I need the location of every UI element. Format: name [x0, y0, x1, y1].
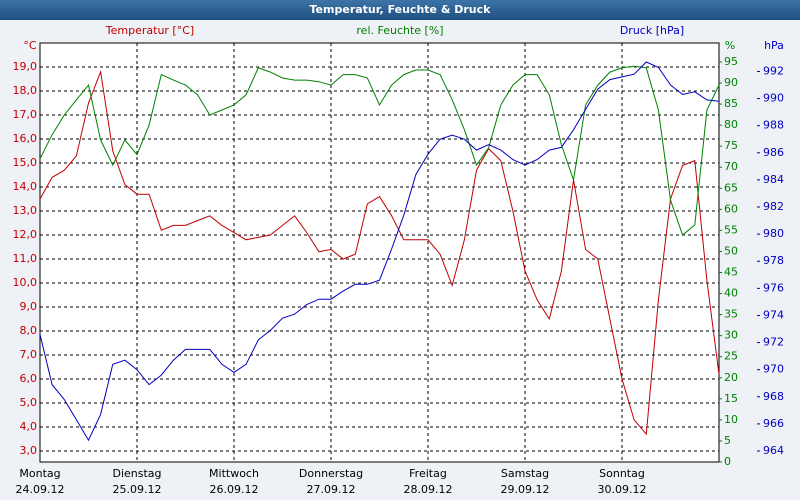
- y-tick-label: 6,0: [20, 372, 38, 385]
- y2-tick-label: 35: [724, 308, 738, 321]
- y2-axis-unit: %: [725, 39, 735, 52]
- x-tick-label: Samstag: [501, 467, 549, 480]
- y2-tick-label: 95: [724, 55, 738, 68]
- y3-axis-unit: hPa: [764, 39, 784, 52]
- y-tick-label: 18,0: [13, 84, 38, 97]
- y2-tick-label: 60: [724, 202, 738, 215]
- y-tick-label: 7,0: [20, 348, 38, 361]
- y3-tick-label: 980: [763, 227, 784, 240]
- y2-tick-label: 45: [724, 266, 738, 279]
- y3-tick-label: 968: [763, 390, 784, 403]
- x-tick-date: 25.09.12: [113, 483, 162, 496]
- y2-tick-label: 5: [724, 434, 731, 447]
- y3-tick-label: 988: [763, 119, 784, 132]
- y2-tick-label: 70: [724, 160, 738, 173]
- title-bar: [0, 0, 800, 20]
- y2-tick-label: 25: [724, 350, 738, 363]
- y-tick-label: 5,0: [20, 396, 38, 409]
- y2-tick-label: 50: [724, 244, 738, 257]
- x-tick-label: Freitag: [409, 467, 447, 480]
- y2-tick-label: 90: [724, 76, 738, 89]
- y-tick-label: 9,0: [20, 300, 38, 313]
- y3-tick-label: 966: [763, 417, 784, 430]
- y2-tick-label: 55: [724, 223, 738, 236]
- y2-tick-label: 75: [724, 139, 738, 152]
- y3-tick-label: 990: [763, 92, 784, 105]
- x-tick-date: 30.09.12: [598, 483, 647, 496]
- y-tick-label: 14,0: [13, 180, 38, 193]
- y2-tick-label: 20: [724, 371, 738, 384]
- series-line: [39, 69, 720, 436]
- x-tick-label: Sonntag: [599, 467, 645, 480]
- y-tick-label: 15,0: [13, 156, 38, 169]
- y3-tick-label: 964: [763, 444, 784, 457]
- y2-tick-label: 40: [724, 287, 738, 300]
- y-tick-label: 10,0: [13, 276, 38, 289]
- x-tick-label: Dienstag: [112, 467, 161, 480]
- y2-tick-label: 65: [724, 181, 738, 194]
- y-tick-label: 3,0: [20, 444, 38, 457]
- x-tick-label: Donnerstag: [299, 467, 363, 480]
- legend-label: Druck [hPa]: [620, 24, 684, 37]
- y3-tick-label: 984: [763, 173, 784, 186]
- y3-tick-label: 970: [763, 363, 784, 376]
- y2-tick-label: 80: [724, 118, 738, 131]
- plot-area: [39, 42, 720, 463]
- x-tick-date: 29.09.12: [501, 483, 550, 496]
- y3-tick-label: 978: [763, 254, 784, 267]
- y-tick-label: 16,0: [13, 132, 38, 145]
- y2-tick-label: 15: [724, 392, 738, 405]
- x-tick-date: 26.09.12: [210, 483, 259, 496]
- y2-tick-label: 0: [724, 455, 731, 468]
- series-line: [39, 61, 720, 442]
- x-tick-date: 24.09.12: [16, 483, 65, 496]
- y-tick-label: 8,0: [20, 324, 38, 337]
- y-tick-label: 17,0: [13, 108, 38, 121]
- y3-tick-label: 982: [763, 200, 784, 213]
- y3-tick-label: 974: [763, 308, 784, 321]
- x-tick-date: 28.09.12: [404, 483, 453, 496]
- y3-tick-label: 986: [763, 146, 784, 159]
- legend-label: Temperatur [°C]: [105, 24, 194, 37]
- x-tick-label: Montag: [19, 467, 60, 480]
- y2-tick-label: 10: [724, 413, 738, 426]
- chart-title: Temperatur, Feuchte & Druck: [310, 3, 492, 16]
- legend-label: rel. Feuchte [%]: [356, 24, 443, 37]
- y3-tick-label: 976: [763, 281, 784, 294]
- y-axis-unit: °C: [23, 39, 37, 52]
- y2-tick-label: 85: [724, 97, 738, 110]
- y3-tick-label: 992: [763, 64, 784, 77]
- x-tick-date: 27.09.12: [307, 483, 356, 496]
- y-tick-label: 4,0: [20, 420, 38, 433]
- series-line: [39, 65, 720, 236]
- x-tick-label: Mittwoch: [209, 467, 259, 480]
- y-tick-label: 11,0: [13, 252, 38, 265]
- y-tick-label: 13,0: [13, 204, 38, 217]
- y3-tick-label: 972: [763, 336, 784, 349]
- y-tick-label: 19,0: [13, 60, 38, 73]
- y2-tick-label: 30: [724, 329, 738, 342]
- y-tick-label: 12,0: [13, 228, 38, 241]
